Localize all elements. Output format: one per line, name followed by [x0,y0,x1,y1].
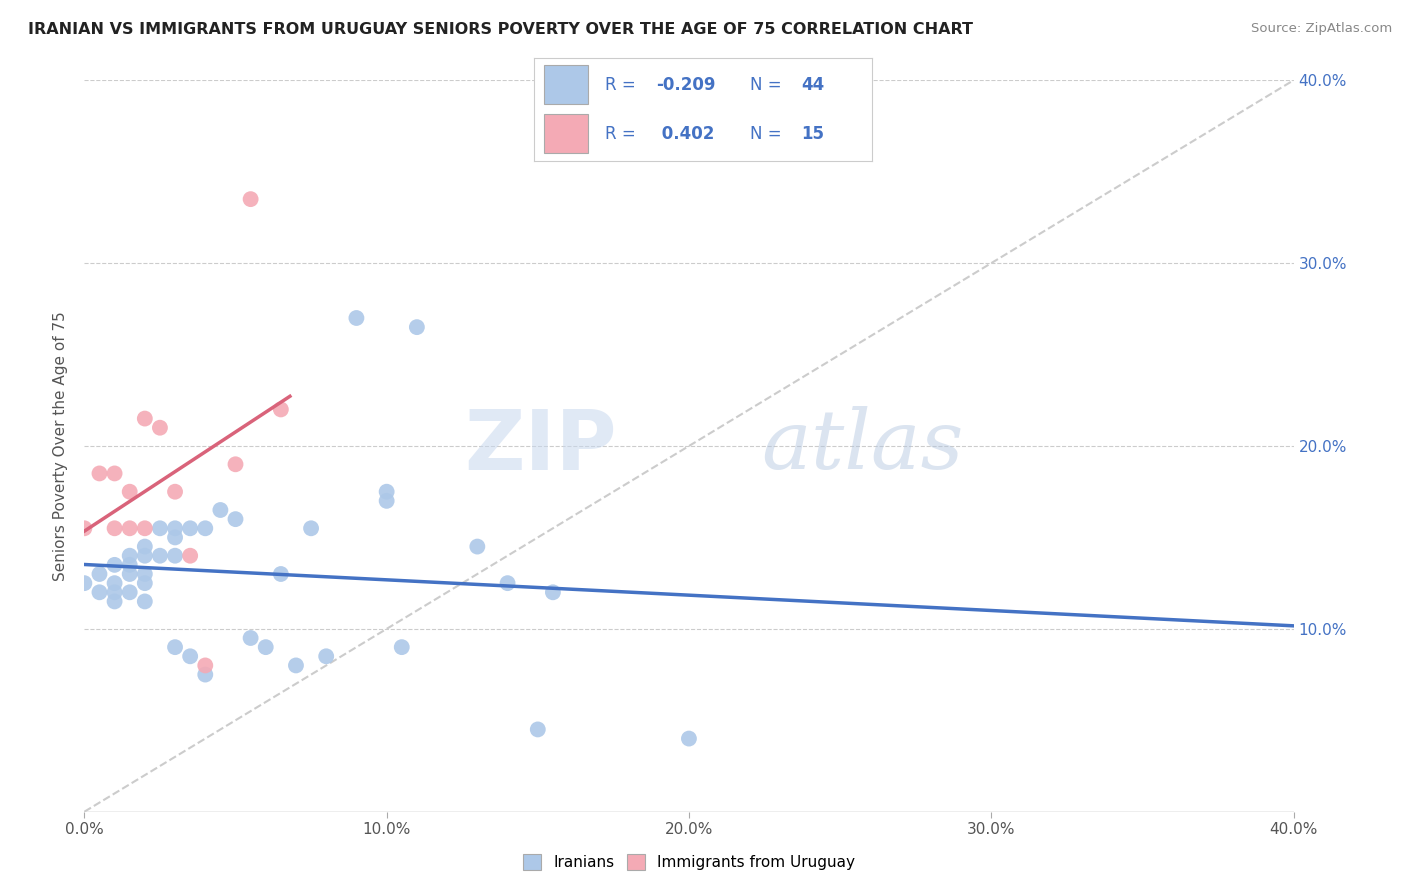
Point [285,658,308,673]
Point [118,521,141,535]
Text: ZIP: ZIP [464,406,616,486]
Point [527,723,550,737]
Point [118,567,141,582]
Point [149,521,172,535]
Point [375,484,398,499]
Point [104,558,127,572]
Point [118,558,141,572]
Point [73,576,96,591]
Text: 0.402: 0.402 [655,125,714,143]
Point [315,649,337,664]
Point [541,585,564,599]
Y-axis label: Seniors Poverty Over the Age of 75: Seniors Poverty Over the Age of 75 [53,311,69,581]
Point [118,484,141,499]
Point [179,549,201,563]
Text: -0.209: -0.209 [655,76,716,94]
Point [254,640,277,655]
Text: N =: N = [751,76,787,94]
Point [239,192,262,206]
Point [149,421,172,435]
Text: R =: R = [605,76,641,94]
Text: atlas: atlas [762,406,965,486]
Point [104,585,127,599]
Point [104,467,127,481]
Point [467,540,489,554]
Point [149,549,172,563]
Point [391,640,413,655]
Point [225,512,247,526]
Point [179,649,201,664]
Point [104,594,127,608]
Point [89,567,111,582]
Point [134,411,156,425]
Point [104,576,127,591]
Point [165,549,187,563]
Point [165,530,187,544]
Point [165,521,187,535]
Text: Source: ZipAtlas.com: Source: ZipAtlas.com [1251,22,1392,36]
Point [239,631,262,645]
Point [89,467,111,481]
Point [134,576,156,591]
FancyBboxPatch shape [544,65,588,104]
Point [209,503,232,517]
Point [134,521,156,535]
Text: 15: 15 [801,125,824,143]
Point [134,549,156,563]
Point [134,567,156,582]
Point [134,594,156,608]
Point [270,402,292,417]
Text: 44: 44 [801,76,824,94]
Point [179,521,201,535]
Point [194,658,217,673]
Point [118,549,141,563]
Point [375,493,398,508]
Text: R =: R = [605,125,641,143]
Legend: Iranians, Immigrants from Uruguay: Iranians, Immigrants from Uruguay [523,854,855,870]
Point [346,311,368,326]
Point [104,521,127,535]
Text: IRANIAN VS IMMIGRANTS FROM URUGUAY SENIORS POVERTY OVER THE AGE OF 75 CORRELATIO: IRANIAN VS IMMIGRANTS FROM URUGUAY SENIO… [28,22,973,37]
Text: N =: N = [751,125,787,143]
Point [225,458,247,472]
Point [678,731,700,746]
Point [194,667,217,681]
Point [270,567,292,582]
Point [406,320,429,334]
Point [194,521,217,535]
Point [73,521,96,535]
Point [496,576,519,591]
Point [118,585,141,599]
Point [165,484,187,499]
Point [299,521,322,535]
FancyBboxPatch shape [544,114,588,153]
Point [165,640,187,655]
Point [134,540,156,554]
Point [89,585,111,599]
